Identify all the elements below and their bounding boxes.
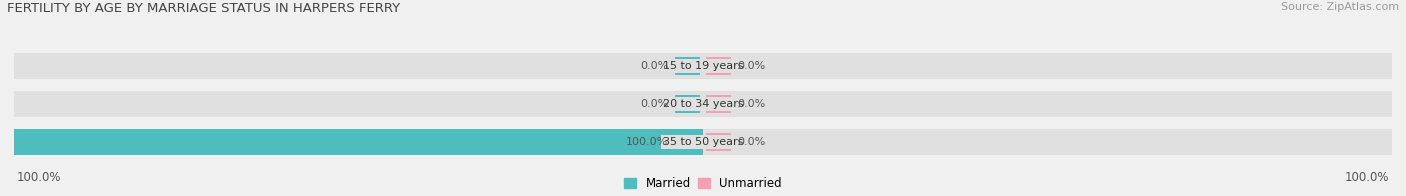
Text: 35 to 50 years: 35 to 50 years xyxy=(662,137,744,147)
Bar xyxy=(675,95,700,113)
Bar xyxy=(14,53,1392,79)
Bar xyxy=(14,129,1392,155)
Text: 100.0%: 100.0% xyxy=(17,171,62,183)
Text: 15 to 19 years: 15 to 19 years xyxy=(662,61,744,71)
Bar xyxy=(706,133,731,151)
Text: Source: ZipAtlas.com: Source: ZipAtlas.com xyxy=(1281,2,1399,12)
Legend: Married, Unmarried: Married, Unmarried xyxy=(624,177,782,190)
Text: FERTILITY BY AGE BY MARRIAGE STATUS IN HARPERS FERRY: FERTILITY BY AGE BY MARRIAGE STATUS IN H… xyxy=(7,2,401,15)
Text: 0.0%: 0.0% xyxy=(640,61,669,71)
Text: 100.0%: 100.0% xyxy=(626,137,669,147)
Bar xyxy=(706,95,731,113)
Text: 20 to 34 years: 20 to 34 years xyxy=(662,99,744,109)
Bar xyxy=(675,57,700,75)
Text: 100.0%: 100.0% xyxy=(1344,171,1389,183)
Text: 0.0%: 0.0% xyxy=(738,99,766,109)
Text: 0.0%: 0.0% xyxy=(640,99,669,109)
Text: 0.0%: 0.0% xyxy=(738,61,766,71)
Text: 0.0%: 0.0% xyxy=(738,137,766,147)
Bar xyxy=(675,133,700,151)
Bar xyxy=(14,91,1392,117)
Bar xyxy=(14,129,703,155)
Bar xyxy=(706,57,731,75)
